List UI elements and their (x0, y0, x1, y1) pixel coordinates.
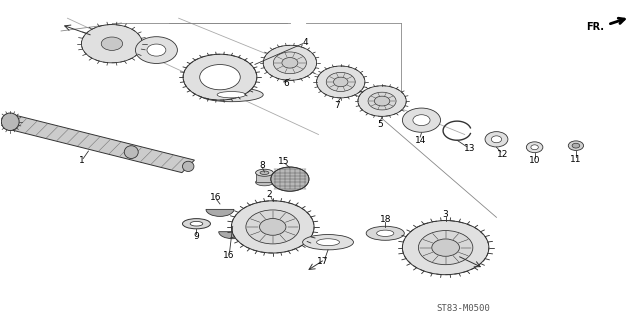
Ellipse shape (326, 72, 355, 92)
Ellipse shape (136, 37, 177, 63)
Ellipse shape (526, 142, 543, 153)
Ellipse shape (255, 179, 273, 186)
Wedge shape (206, 209, 234, 216)
Text: 5: 5 (377, 120, 383, 129)
Text: 3: 3 (443, 210, 448, 219)
Ellipse shape (432, 239, 459, 256)
Ellipse shape (200, 65, 240, 90)
Ellipse shape (1, 113, 19, 131)
Wedge shape (218, 232, 247, 239)
Ellipse shape (183, 54, 257, 100)
Ellipse shape (358, 86, 406, 116)
Ellipse shape (147, 44, 166, 56)
Ellipse shape (419, 230, 473, 265)
Polygon shape (4, 116, 194, 173)
Text: 12: 12 (497, 150, 508, 159)
Text: 18: 18 (380, 215, 391, 224)
Text: 15: 15 (278, 157, 289, 166)
Ellipse shape (485, 132, 508, 147)
Ellipse shape (182, 219, 210, 229)
Ellipse shape (317, 239, 340, 246)
Ellipse shape (246, 210, 299, 244)
Text: 17: 17 (317, 258, 329, 267)
Ellipse shape (190, 221, 203, 226)
Ellipse shape (255, 169, 273, 176)
Text: 16: 16 (222, 251, 234, 260)
Ellipse shape (334, 77, 348, 87)
Ellipse shape (403, 108, 441, 132)
Text: 11: 11 (570, 155, 582, 164)
Ellipse shape (568, 141, 583, 150)
Text: 7: 7 (334, 101, 340, 110)
Text: 6: 6 (284, 79, 290, 88)
Ellipse shape (303, 235, 354, 250)
Text: 16: 16 (210, 193, 221, 202)
Ellipse shape (403, 220, 489, 275)
Ellipse shape (182, 161, 194, 172)
Text: 4: 4 (303, 38, 308, 47)
Ellipse shape (260, 171, 269, 174)
Ellipse shape (368, 92, 396, 110)
Text: 2: 2 (266, 190, 272, 199)
Ellipse shape (101, 37, 122, 50)
Ellipse shape (366, 226, 404, 240)
Text: 14: 14 (415, 136, 426, 145)
Text: 1: 1 (78, 156, 84, 165)
Ellipse shape (263, 45, 317, 80)
Text: 8: 8 (260, 161, 266, 170)
Text: 13: 13 (464, 144, 476, 153)
Polygon shape (255, 173, 273, 182)
Ellipse shape (572, 143, 580, 148)
Text: 9: 9 (194, 232, 199, 241)
Ellipse shape (82, 25, 143, 63)
Ellipse shape (271, 167, 309, 191)
Ellipse shape (231, 201, 314, 253)
Text: ST83-M0500: ST83-M0500 (436, 304, 490, 313)
Ellipse shape (317, 66, 365, 98)
Ellipse shape (413, 115, 430, 126)
Ellipse shape (259, 219, 286, 235)
Ellipse shape (199, 88, 263, 102)
Ellipse shape (375, 96, 390, 106)
Text: FR.: FR. (587, 22, 605, 32)
Ellipse shape (376, 230, 394, 236)
Ellipse shape (531, 145, 538, 150)
Ellipse shape (217, 92, 246, 98)
Ellipse shape (282, 58, 298, 68)
Ellipse shape (124, 146, 138, 158)
Ellipse shape (273, 52, 306, 74)
Text: 10: 10 (529, 156, 540, 165)
Ellipse shape (491, 136, 501, 143)
